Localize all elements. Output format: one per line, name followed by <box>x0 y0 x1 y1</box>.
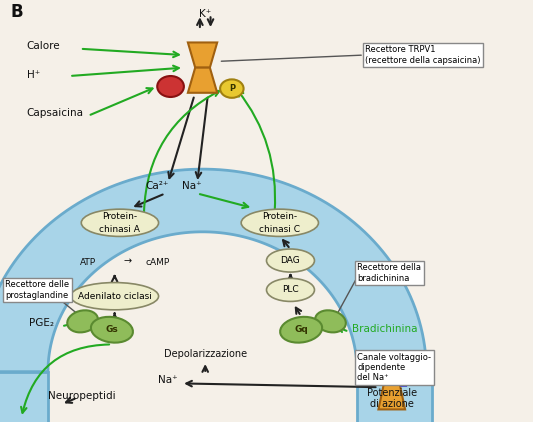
Ellipse shape <box>241 209 318 236</box>
Text: Calore: Calore <box>27 41 60 51</box>
Text: ATP: ATP <box>80 258 96 267</box>
Text: Na⁺: Na⁺ <box>182 181 201 191</box>
Text: Recettore della
bradichinina: Recettore della bradichinina <box>357 263 421 283</box>
Text: cAMP: cAMP <box>145 258 169 267</box>
Text: →: → <box>124 257 132 267</box>
Text: Ca²⁺: Ca²⁺ <box>146 181 169 191</box>
Text: H⁺: H⁺ <box>27 70 40 80</box>
Polygon shape <box>357 372 432 422</box>
Text: B: B <box>11 3 23 21</box>
Ellipse shape <box>91 317 133 343</box>
Text: Gq: Gq <box>294 325 308 334</box>
Text: PGE₂: PGE₂ <box>29 317 54 327</box>
Text: Canale voltaggio-
dipendente
del Na⁺: Canale voltaggio- dipendente del Na⁺ <box>357 353 431 382</box>
Ellipse shape <box>280 317 322 343</box>
Text: Capsaicina: Capsaicina <box>27 108 84 118</box>
Polygon shape <box>0 169 426 372</box>
Ellipse shape <box>315 310 346 333</box>
Polygon shape <box>378 363 405 384</box>
Text: Na⁺: Na⁺ <box>158 376 177 385</box>
Text: Neuropeptidi: Neuropeptidi <box>48 391 116 401</box>
Ellipse shape <box>70 283 159 310</box>
Text: Adenilato ciclasi: Adenilato ciclasi <box>78 292 151 301</box>
Text: Potenziale
di azione: Potenziale di azione <box>367 388 417 409</box>
Text: Bradichinina: Bradichinina <box>352 324 417 334</box>
Polygon shape <box>188 68 217 93</box>
Text: PLC: PLC <box>282 285 299 295</box>
Circle shape <box>220 79 244 98</box>
Polygon shape <box>378 384 405 409</box>
Text: K⁺: K⁺ <box>199 9 211 19</box>
Ellipse shape <box>266 279 314 301</box>
Ellipse shape <box>67 310 98 333</box>
Text: Recettore delle
prostaglandine: Recettore delle prostaglandine <box>5 280 69 300</box>
Polygon shape <box>0 372 48 422</box>
Circle shape <box>157 76 184 97</box>
Text: −: − <box>399 382 408 392</box>
Text: +: + <box>376 377 386 387</box>
Text: Protein-: Protein- <box>262 212 297 221</box>
Text: Protein-: Protein- <box>102 212 138 221</box>
Text: Recettore TRPV1
(recettore della capsaicina): Recettore TRPV1 (recettore della capsaic… <box>365 45 481 65</box>
Text: Depolarizzazione: Depolarizzazione <box>164 349 247 359</box>
Text: DAG: DAG <box>280 256 301 265</box>
Text: chinasi A: chinasi A <box>100 225 140 234</box>
Text: Gs: Gs <box>106 325 118 334</box>
Ellipse shape <box>266 249 314 272</box>
Text: chinasi C: chinasi C <box>260 225 300 234</box>
Text: P: P <box>229 84 235 93</box>
Polygon shape <box>188 43 217 68</box>
Ellipse shape <box>81 209 159 236</box>
